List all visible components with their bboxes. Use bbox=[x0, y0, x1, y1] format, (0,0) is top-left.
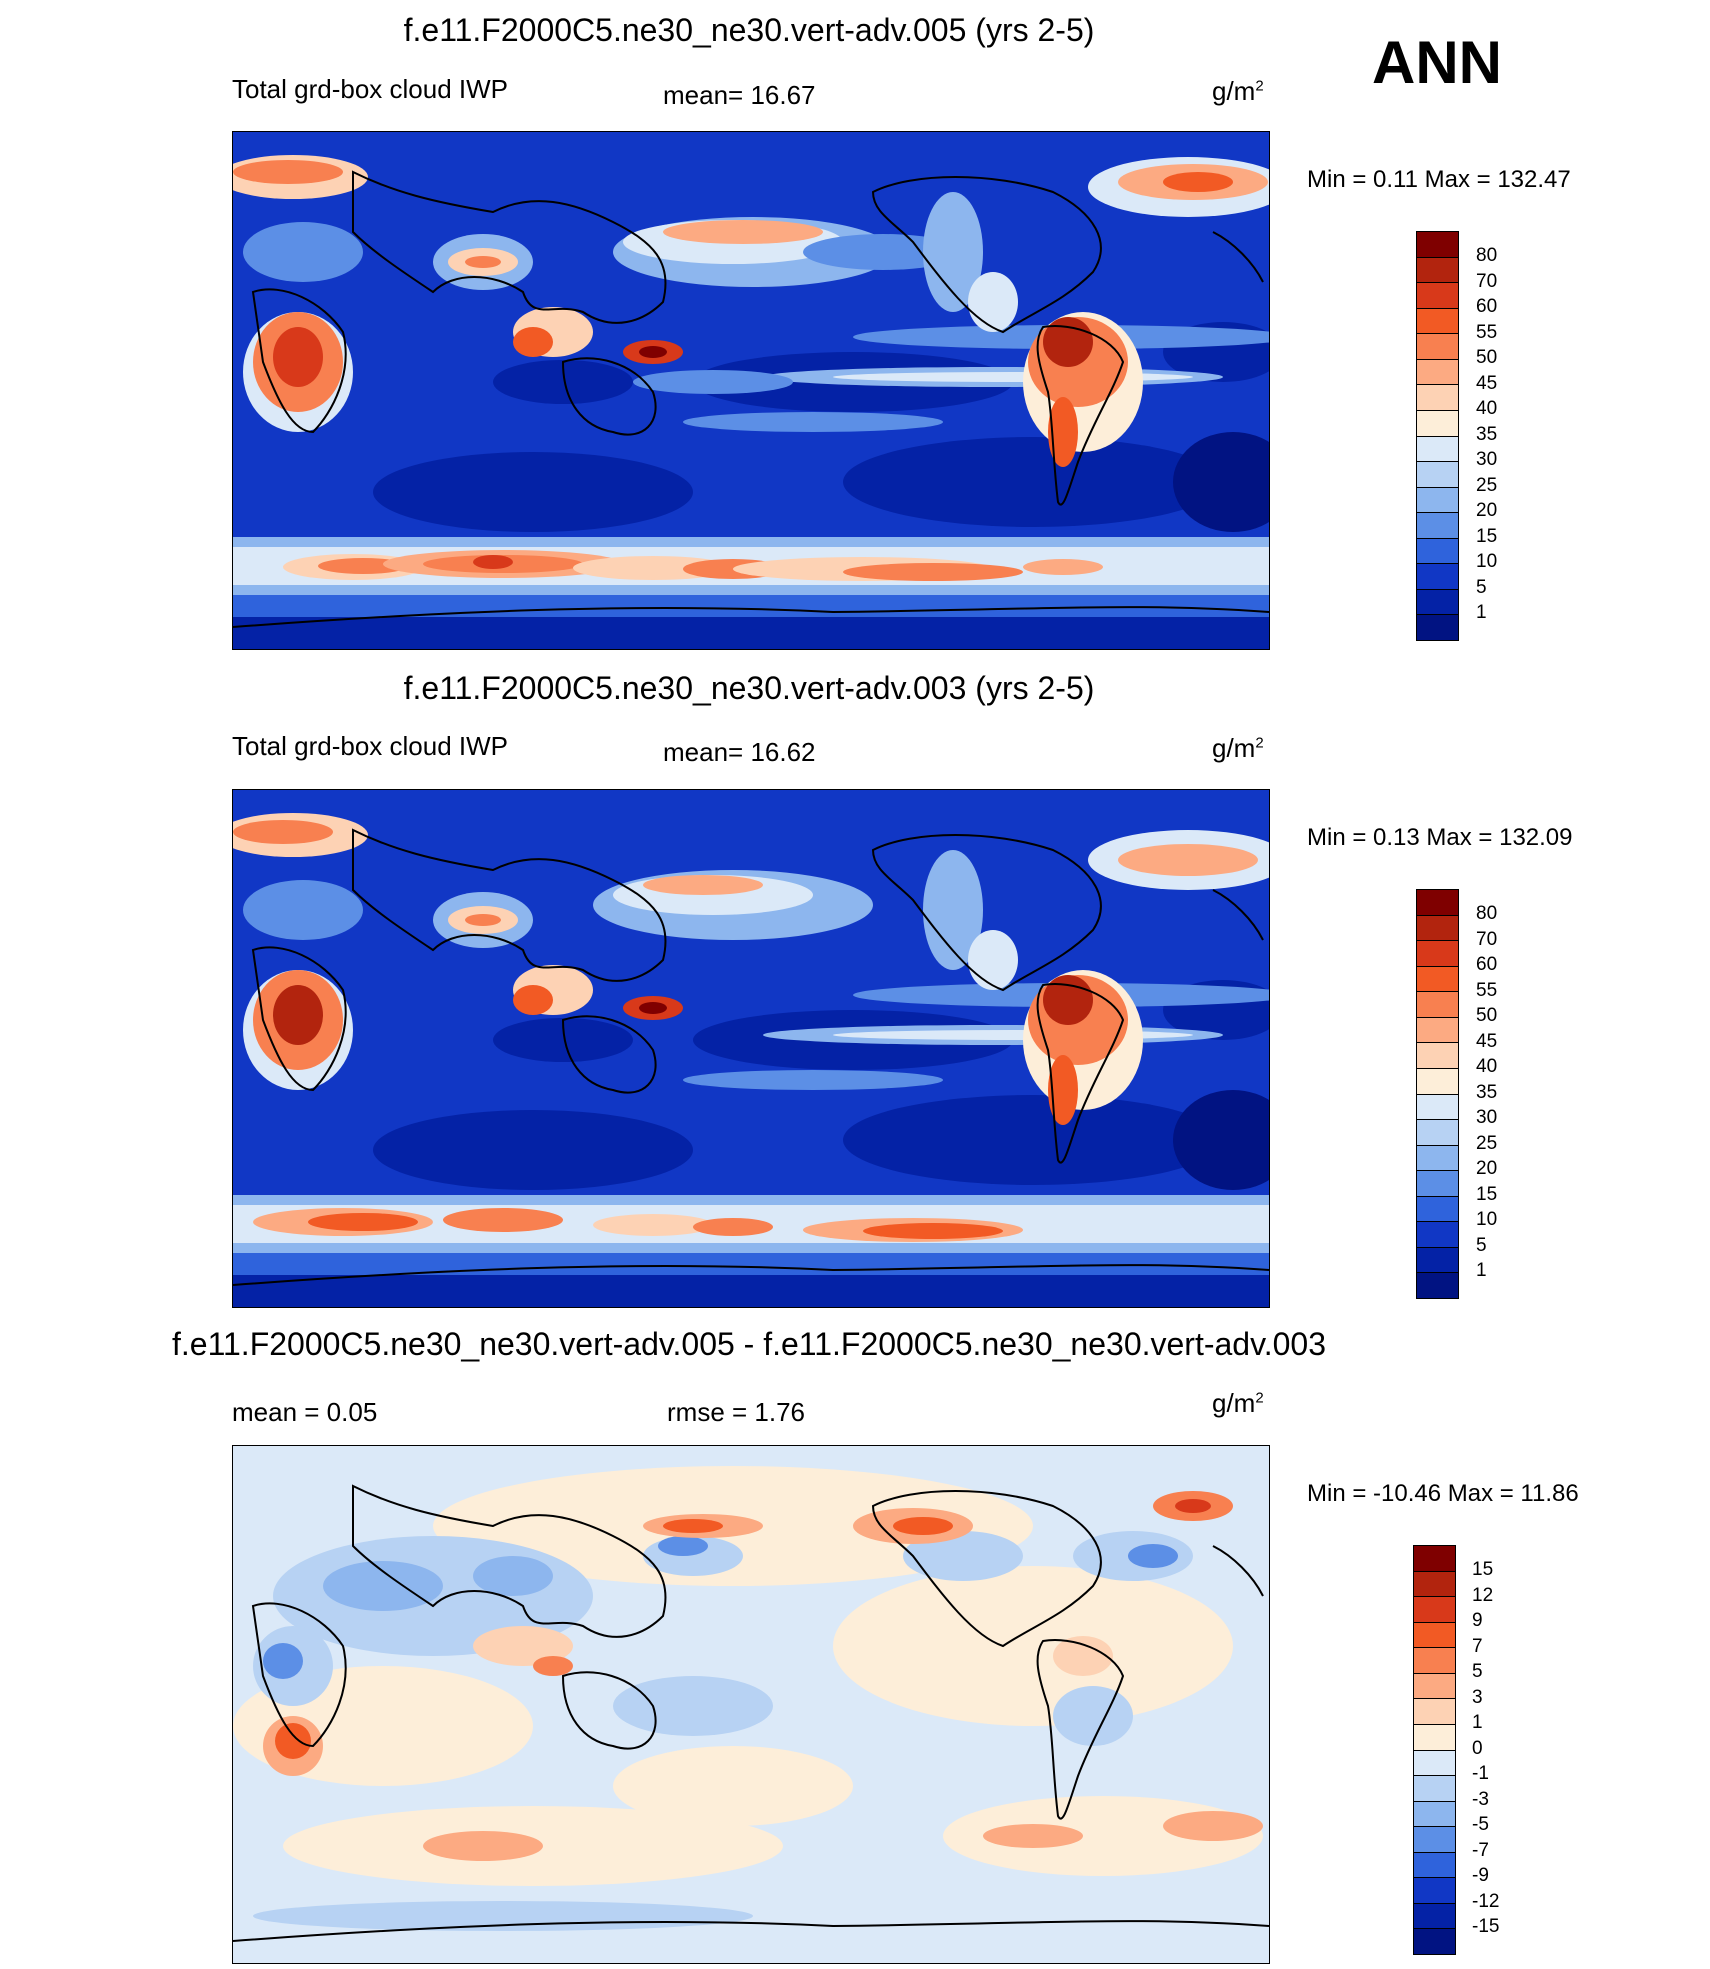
panel-1-title: f.e11.F2000C5.ne30_ne30.vert-adv.005 (yr… bbox=[403, 12, 1095, 48]
panel-3-rmse-label: rmse = 1.76 bbox=[667, 1397, 806, 1427]
panel-1-colorbar-labels: 80 70 60 55 50 45 40 35 30 25 20 15 10 5… bbox=[1476, 231, 1536, 639]
colorbar-tick-label: 80 bbox=[1476, 245, 1498, 266]
colorbar-tick-label: -5 bbox=[1472, 1814, 1489, 1835]
panel-2-title: f.e11.F2000C5.ne30_ne30.vert-adv.003 (yr… bbox=[403, 670, 1095, 706]
colorbar-tick-label: -7 bbox=[1472, 1840, 1489, 1861]
colorbar-tick-label: -15 bbox=[1472, 1916, 1500, 1937]
colorbar-tick-label: 1 bbox=[1476, 602, 1487, 623]
colorbar-tick-label: 40 bbox=[1476, 398, 1498, 419]
panel-3-mean-label: mean = 0.05 bbox=[232, 1397, 378, 1427]
panel-1-map bbox=[232, 131, 1270, 650]
colorbar-tick-label: -9 bbox=[1472, 1865, 1489, 1886]
colorbar-tick-label: 15 bbox=[1476, 1184, 1498, 1205]
colorbar-tick-label: 50 bbox=[1476, 1005, 1498, 1026]
colorbar-tick-label: 1 bbox=[1476, 1260, 1487, 1281]
colorbar-tick-label: 50 bbox=[1476, 347, 1498, 368]
colorbar-tick-label: 70 bbox=[1476, 271, 1498, 292]
panel-2-min-max: Min = 0.13 Max = 132.09 bbox=[1307, 824, 1573, 851]
colorbar-tick-label: 5 bbox=[1472, 1661, 1483, 1682]
colorbar-tick-label: 5 bbox=[1476, 577, 1487, 598]
colorbar-tick-label: 70 bbox=[1476, 929, 1498, 950]
panel-2-colorbar bbox=[1416, 889, 1459, 1299]
colorbar-tick-label: 15 bbox=[1476, 526, 1498, 547]
panel-1-units: g/m2 bbox=[1212, 76, 1264, 106]
colorbar-tick-label: 10 bbox=[1476, 1209, 1498, 1230]
panel-3-units: g/m2 bbox=[1212, 1388, 1264, 1418]
colorbar-tick-label: 15 bbox=[1472, 1559, 1494, 1580]
panel-1-min-max: Min = 0.11 Max = 132.47 bbox=[1307, 166, 1571, 193]
colorbar-tick-label: 25 bbox=[1476, 1133, 1498, 1154]
colorbar-tick-label: 20 bbox=[1476, 1158, 1498, 1179]
colorbar-tick-label: 60 bbox=[1476, 954, 1498, 975]
colorbar-tick-label: 10 bbox=[1476, 551, 1498, 572]
panel-3-colorbar-labels: 15 12 9 7 5 3 1 0 -1 -3 -5 -7 -9 -12 -15 bbox=[1472, 1545, 1532, 1953]
panel-3-title: f.e11.F2000C5.ne30_ne30.vert-adv.005 - f… bbox=[172, 1326, 1326, 1362]
colorbar-tick-label: 45 bbox=[1476, 1031, 1498, 1052]
panel-1-colorbar bbox=[1416, 231, 1459, 641]
colorbar-tick-label: 35 bbox=[1476, 424, 1498, 445]
panel-1-variable-label: Total grd-box cloud IWP bbox=[232, 74, 509, 104]
panel-3-map bbox=[232, 1445, 1270, 1964]
colorbar-tick-label: 25 bbox=[1476, 475, 1498, 496]
colorbar-tick-label: 60 bbox=[1476, 296, 1498, 317]
colorbar-tick-label: -12 bbox=[1472, 1891, 1500, 1912]
colorbar-tick-label: 30 bbox=[1476, 1107, 1498, 1128]
colorbar-tick-label: 35 bbox=[1476, 1082, 1498, 1103]
colorbar-tick-label: -1 bbox=[1472, 1763, 1489, 1784]
colorbar-tick-label: 20 bbox=[1476, 500, 1498, 521]
colorbar-tick-label: 7 bbox=[1472, 1636, 1483, 1657]
colorbar-tick-label: 1 bbox=[1472, 1712, 1483, 1733]
panel-2-units: g/m2 bbox=[1212, 733, 1264, 763]
colorbar-tick-label: 9 bbox=[1472, 1610, 1483, 1631]
panel-2-colorbar-labels: 80 70 60 55 50 45 40 35 30 25 20 15 10 5… bbox=[1476, 889, 1536, 1297]
panel-3-min-max: Min = -10.46 Max = 11.86 bbox=[1307, 1480, 1579, 1507]
panel-1-mean-label: mean= 16.67 bbox=[663, 80, 816, 110]
colorbar-tick-label: 3 bbox=[1472, 1687, 1483, 1708]
panel-2-map bbox=[232, 789, 1270, 1308]
season-label: ANN bbox=[1372, 29, 1502, 96]
colorbar-tick-label: 80 bbox=[1476, 903, 1498, 924]
panel-2-mean-label: mean= 16.62 bbox=[663, 737, 816, 767]
colorbar-tick-label: 30 bbox=[1476, 449, 1498, 470]
panel-2-variable-label: Total grd-box cloud IWP bbox=[232, 731, 509, 761]
colorbar-tick-label: 45 bbox=[1476, 373, 1498, 394]
colorbar-tick-label: 0 bbox=[1472, 1738, 1483, 1759]
colorbar-tick-label: 55 bbox=[1476, 980, 1498, 1001]
colorbar-tick-label: 55 bbox=[1476, 322, 1498, 343]
panel-3-colorbar bbox=[1413, 1545, 1456, 1955]
colorbar-tick-label: 12 bbox=[1472, 1585, 1494, 1606]
colorbar-tick-label: -3 bbox=[1472, 1789, 1489, 1810]
colorbar-tick-label: 5 bbox=[1476, 1235, 1487, 1256]
colorbar-tick-label: 40 bbox=[1476, 1056, 1498, 1077]
